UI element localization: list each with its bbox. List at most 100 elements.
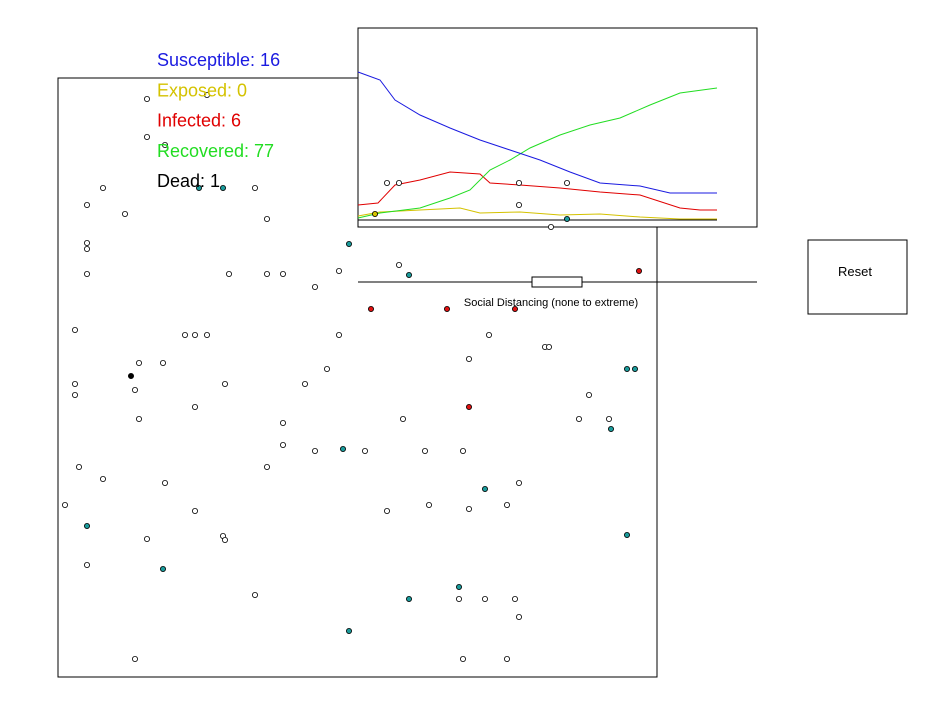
button-label[interactable]: Reset	[838, 264, 872, 279]
agent	[512, 305, 519, 312]
agent	[72, 380, 79, 387]
agent	[131, 656, 138, 663]
agent	[395, 261, 402, 268]
agent	[335, 331, 342, 338]
agent	[135, 415, 142, 422]
agent	[100, 184, 107, 191]
agent	[405, 271, 412, 278]
agent	[135, 359, 142, 366]
agent	[345, 240, 352, 247]
agent	[608, 425, 615, 432]
agent	[195, 184, 202, 191]
agent	[546, 343, 553, 350]
agent	[221, 380, 228, 387]
agent	[516, 201, 523, 208]
slider-knob[interactable]	[531, 276, 583, 288]
agent	[84, 245, 91, 252]
agent	[624, 365, 631, 372]
agent	[84, 523, 91, 530]
agent	[383, 507, 390, 514]
agent	[636, 267, 643, 274]
stat-label: Dead: 1	[157, 171, 220, 191]
agent	[481, 596, 488, 603]
agent	[516, 614, 523, 621]
agent	[459, 447, 466, 454]
agent	[181, 331, 188, 338]
agent	[371, 210, 378, 217]
stat-label: Exposed: 0	[157, 80, 247, 100]
agents	[62, 92, 643, 663]
agent	[203, 331, 210, 338]
agent	[395, 179, 402, 186]
agent	[503, 656, 510, 663]
agent	[606, 415, 613, 422]
agent	[485, 331, 492, 338]
agent	[191, 507, 198, 514]
agent	[632, 365, 639, 372]
agent	[301, 380, 308, 387]
agent	[624, 532, 631, 539]
agent	[421, 447, 428, 454]
stat-label: Infected: 6	[157, 111, 241, 131]
agent	[455, 584, 462, 591]
agent	[221, 537, 228, 544]
agent	[481, 485, 488, 492]
agent	[576, 415, 583, 422]
agent	[516, 479, 523, 486]
reset-button[interactable]: Reset	[807, 239, 908, 315]
agent	[512, 596, 519, 603]
agent	[383, 179, 390, 186]
agent	[127, 372, 134, 379]
agent	[361, 447, 368, 454]
agent	[72, 326, 79, 333]
agent	[161, 141, 168, 148]
slider[interactable]	[358, 276, 757, 288]
agent	[159, 359, 166, 366]
agent	[143, 536, 150, 543]
agent	[399, 415, 406, 422]
recovered-trace	[357, 87, 718, 219]
agent	[263, 463, 270, 470]
susceptible-trace	[357, 71, 717, 194]
agent	[586, 391, 593, 398]
agent	[203, 92, 210, 99]
agent	[564, 179, 571, 186]
agent	[455, 596, 462, 603]
agent	[84, 270, 91, 277]
agent	[279, 270, 286, 277]
agent	[516, 179, 523, 186]
agent	[465, 355, 472, 362]
exposed-trace	[357, 207, 717, 220]
agent	[465, 505, 472, 512]
slider-label: Social Distancing (none to extreme)	[464, 297, 638, 309]
agent	[459, 656, 466, 663]
agent	[84, 201, 91, 208]
stats-legend: Susceptible: 16 Exposed: 0 Infected: 6 Reco…	[157, 50, 280, 191]
agent	[465, 403, 472, 410]
agent	[279, 419, 286, 426]
agent	[263, 215, 270, 222]
agent	[367, 305, 374, 312]
stat-label: Recovered: 77	[157, 141, 274, 161]
agent	[345, 628, 352, 635]
agent	[161, 479, 168, 486]
agent	[564, 215, 571, 222]
agent	[311, 447, 318, 454]
agent	[84, 239, 91, 246]
agent	[191, 403, 198, 410]
agent	[405, 596, 412, 603]
agent	[335, 267, 342, 274]
agent	[263, 270, 270, 277]
agent	[100, 475, 107, 482]
agent	[76, 463, 83, 470]
history-chart	[357, 27, 758, 228]
agent	[143, 96, 150, 103]
button-frame[interactable]	[807, 239, 908, 315]
agent	[84, 562, 91, 569]
agent	[143, 133, 150, 140]
agent	[323, 365, 330, 372]
agent	[251, 184, 258, 191]
agent	[503, 501, 510, 508]
